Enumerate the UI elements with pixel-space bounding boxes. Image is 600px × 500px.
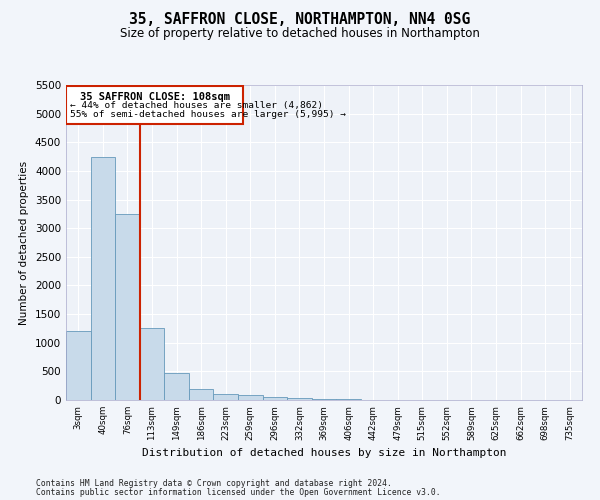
Bar — [214, 394, 238, 400]
Text: 35, SAFFRON CLOSE, NORTHAMPTON, NN4 0SG: 35, SAFFRON CLOSE, NORTHAMPTON, NN4 0SG — [130, 12, 470, 28]
FancyBboxPatch shape — [67, 86, 244, 124]
Text: Contains HM Land Registry data © Crown copyright and database right 2024.: Contains HM Land Registry data © Crown c… — [36, 478, 392, 488]
Text: ← 44% of detached houses are smaller (4,862): ← 44% of detached houses are smaller (4,… — [70, 100, 323, 110]
Bar — [189, 389, 214, 400]
Bar — [140, 328, 164, 400]
Bar — [66, 332, 91, 400]
Text: 35 SAFFRON CLOSE: 108sqm: 35 SAFFRON CLOSE: 108sqm — [80, 92, 230, 102]
Y-axis label: Number of detached properties: Number of detached properties — [19, 160, 29, 324]
Text: 55% of semi-detached houses are larger (5,995) →: 55% of semi-detached houses are larger (… — [70, 110, 346, 120]
Text: Size of property relative to detached houses in Northampton: Size of property relative to detached ho… — [120, 28, 480, 40]
Text: Contains public sector information licensed under the Open Government Licence v3: Contains public sector information licen… — [36, 488, 440, 497]
Bar — [238, 396, 263, 400]
Bar — [164, 373, 189, 400]
Bar — [263, 397, 287, 400]
Bar — [115, 214, 140, 400]
X-axis label: Distribution of detached houses by size in Northampton: Distribution of detached houses by size … — [142, 448, 506, 458]
Bar — [91, 156, 115, 400]
Bar — [287, 398, 312, 400]
Bar — [312, 399, 336, 400]
